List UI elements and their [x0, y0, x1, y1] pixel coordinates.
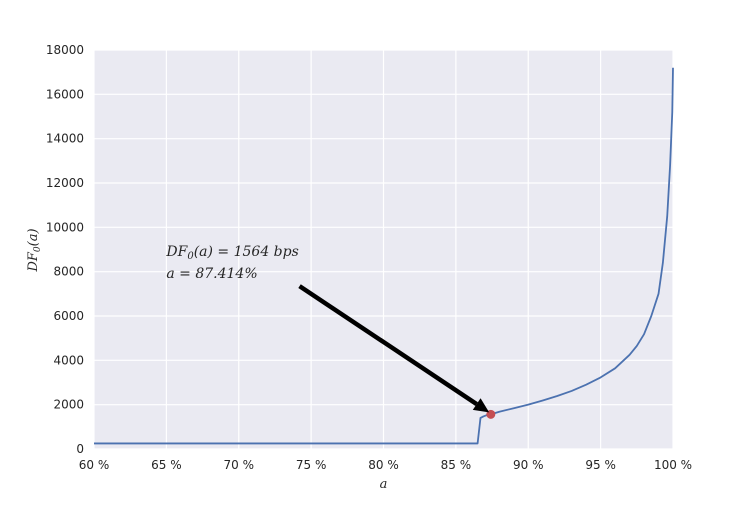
series-line: [94, 67, 674, 445]
y-tick-label: 10000: [46, 220, 84, 234]
y-tick-label: 4000: [53, 353, 84, 367]
annotation-line-1: DF0(a) = 1564 bps: [165, 244, 298, 262]
y-tick-label: 12000: [46, 176, 84, 190]
y-tick-label: 14000: [46, 132, 84, 146]
y-tick-label: 2000: [53, 398, 84, 412]
x-tick-labels: 60 % 65 % 70 % 75 % 80 % 85 % 90 % 95 % 100 %: [79, 458, 692, 472]
x-tick-label: 80 %: [368, 458, 399, 472]
x-tick-label: 70 %: [224, 458, 255, 472]
grid-lines: [93, 49, 674, 450]
x-tick-label: 85 %: [441, 458, 472, 472]
x-tick-label: 60 %: [79, 458, 110, 472]
x-axis-label: a: [380, 477, 388, 492]
x-tick-label: 95 %: [585, 458, 616, 472]
y-tick-label: 8000: [53, 265, 84, 279]
annotation-arrow-shaft: [298, 284, 478, 406]
y-axis-label: DF0(a): [26, 228, 43, 272]
y-tick-label: 6000: [53, 309, 84, 323]
y-tick-labels: 0 2000 4000 6000 8000 10000 12000 14000 16000 180…: [46, 43, 84, 456]
series-layer: [94, 67, 674, 445]
annotation-line-2: a = 87.414%: [166, 266, 257, 282]
x-tick-label: 75 %: [296, 458, 327, 472]
y-tick-label: 0: [76, 442, 84, 456]
x-tick-label: 90 %: [513, 458, 544, 472]
y-tick-label: 18000: [46, 43, 84, 57]
x-tick-label: 100 %: [654, 458, 692, 472]
annotation-arrow-head: [472, 398, 490, 413]
y-tick-label: 16000: [46, 87, 84, 101]
annotation: DF0(a) = 1564 bps a = 87.414%: [165, 244, 490, 413]
svg-text:DF0(a): DF0(a): [26, 228, 43, 272]
x-tick-label: 65 %: [151, 458, 182, 472]
